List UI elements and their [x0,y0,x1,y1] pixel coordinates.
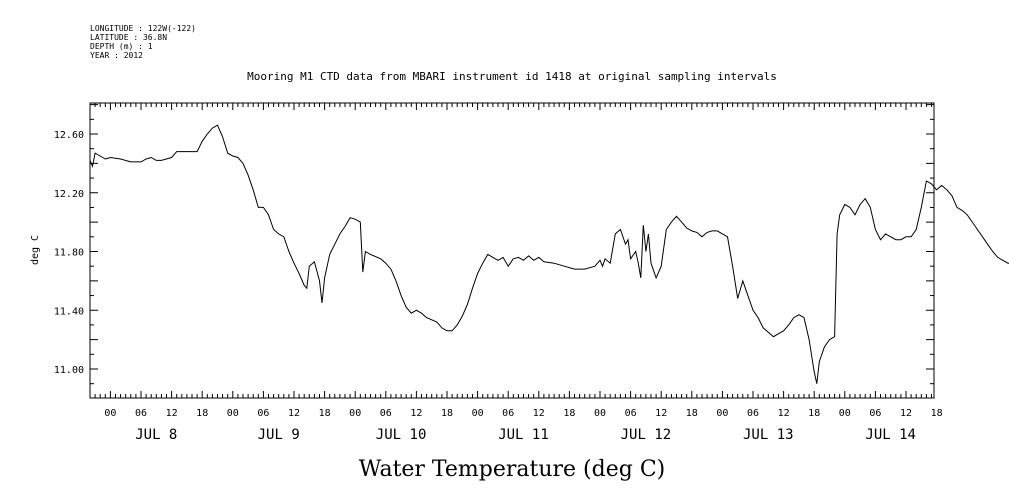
day-label: JUL 14 [865,427,916,443]
header-depth: DEPTH (m) : 1 [90,42,153,51]
x-tick-label: 00 [594,408,606,419]
y-tick-label: 11.40 [54,306,84,317]
x-tick-label: 06 [380,408,392,419]
y-tick-label: 11.80 [54,248,84,259]
x-tick-label: 12 [166,408,178,419]
y-tick-label: 12.60 [54,130,84,141]
temperature-series-line [89,124,1009,384]
x-tick-label: 18 [563,408,575,419]
x-tick-label: 00 [839,408,851,419]
x-tick-label: 18 [808,408,820,419]
day-labels: JUL 8 JUL 9 JUL 10 JUL 11 JUL 12 JUL 13 JUL 14 [135,427,916,443]
x-tick-label: 00 [104,408,116,419]
x-tick-label: 06 [257,408,269,419]
header-latitude: LATITUDE : 36.8N [90,33,167,42]
x-tick-label: 00 [716,408,728,419]
day-label: JUL 12 [621,427,672,443]
y-tick-label: 11.00 [54,365,84,376]
day-label: JUL 10 [376,427,427,443]
day-label: JUL 9 [258,427,300,443]
x-tick-label: 00 [227,408,239,419]
header-meta: LONGITUDE : 122W(-122) LATITUDE : 36.8N … [90,24,196,60]
header-year: YEAR : 2012 [90,51,143,60]
x-tick-label: 06 [625,408,637,419]
x-tick-label: 18 [686,408,698,419]
y-axis-label: deg C [30,235,41,265]
day-label: JUL 13 [743,427,794,443]
x-tick-label: 00 [349,408,361,419]
x-tick-label: 18 [441,408,453,419]
x-tick-label: 06 [747,408,759,419]
header-longitude: LONGITUDE : 122W(-122) [90,24,196,33]
x-tick-label: 18 [319,408,331,419]
y-tick-labels: 11.00 11.40 11.80 12.20 12.60 [54,130,84,376]
day-label: JUL 8 [135,427,177,443]
x-tick-label: 12 [900,408,912,419]
x-tick-label: 18 [931,408,943,419]
x-tick-label: 12 [288,408,300,419]
x-axis-label: Water Temperature (deg C) [359,457,666,482]
x-tick-labels: 00 06 12 18 00 06 12 18 00 06 12 18 00 06 12 18 00 06 12 18… [104,408,942,419]
x-tick-label: 06 [135,408,147,419]
x-tick-label: 12 [533,408,545,419]
x-tick-label: 12 [655,408,667,419]
x-tick-label: 12 [410,408,422,419]
tick-marks [90,103,934,398]
x-tick-label: 18 [196,408,208,419]
x-tick-label: 12 [778,408,790,419]
x-tick-label: 06 [502,408,514,419]
chart-title: Mooring M1 CTD data from MBARI instrumen… [247,70,777,83]
plot-frame [89,102,935,399]
x-tick-label: 00 [472,408,484,419]
x-tick-label: 06 [869,408,881,419]
y-tick-label: 12.20 [54,189,84,200]
day-label: JUL 11 [498,427,549,443]
